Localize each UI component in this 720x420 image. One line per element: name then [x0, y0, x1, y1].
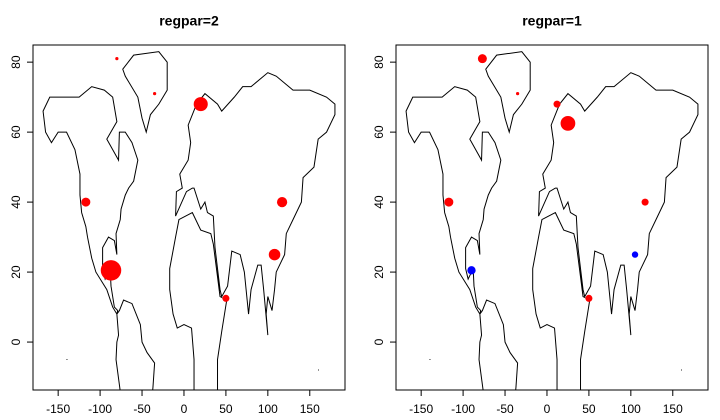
map: [404, 49, 700, 390]
bubble: [153, 92, 157, 96]
bubble: [477, 54, 487, 64]
y-tick-label: 0: [9, 338, 23, 345]
y-tick-label: 20: [372, 265, 386, 279]
bubble: [222, 294, 230, 302]
coastline: [41, 49, 337, 390]
y-tick-label: 80: [9, 55, 23, 69]
x-tick-label: -50: [133, 402, 151, 416]
x-tick-label: -50: [496, 402, 514, 416]
panel: regpar=2 -150 -100 -50 0 50 100 150 0 20 40 60 80: [9, 13, 346, 416]
bubble: [444, 197, 454, 207]
bubble: [100, 260, 122, 281]
y-tick-label: 60: [372, 125, 386, 139]
y-tick-label: 40: [372, 195, 386, 209]
plot-box: [395, 44, 709, 391]
chart-title: regpar=1: [522, 13, 582, 29]
bubble: [516, 92, 520, 96]
plot-box: [32, 44, 346, 391]
y-tick-label: 0: [372, 338, 386, 345]
x-tick-label: -150: [409, 402, 433, 416]
map: [41, 49, 337, 390]
bubble: [560, 116, 576, 131]
coastline: [404, 49, 700, 390]
x-tick-label: 100: [621, 402, 641, 416]
x-tick-label: -100: [451, 402, 475, 416]
bubble: [115, 57, 119, 61]
bubble: [553, 100, 561, 108]
bubble: [276, 196, 288, 208]
bubble: [467, 266, 476, 275]
bubble: [268, 248, 281, 261]
x-tick-label: 50: [582, 402, 596, 416]
x-tick-label: 150: [300, 402, 320, 416]
x-tick-label: 50: [219, 402, 233, 416]
x-tick-label: 0: [181, 402, 188, 416]
x-tick-label: -150: [46, 402, 70, 416]
y-tick-label: 20: [9, 265, 23, 279]
bubble: [193, 97, 208, 112]
bubble: [631, 251, 639, 258]
chart-title: regpar=2: [159, 13, 219, 29]
bubble: [585, 294, 593, 302]
y-tick-label: 80: [372, 55, 386, 69]
bubble: [641, 198, 649, 206]
panel: regpar=1 -150 -100 -50 0 50 100 150 0 20 40 60 80: [372, 13, 709, 416]
x-tick-label: 100: [258, 402, 278, 416]
y-tick-label: 60: [9, 125, 23, 139]
x-tick-label: -100: [88, 402, 112, 416]
x-tick-label: 0: [544, 402, 551, 416]
bubble: [81, 197, 91, 207]
x-tick-label: 150: [663, 402, 683, 416]
y-tick-label: 40: [9, 195, 23, 209]
